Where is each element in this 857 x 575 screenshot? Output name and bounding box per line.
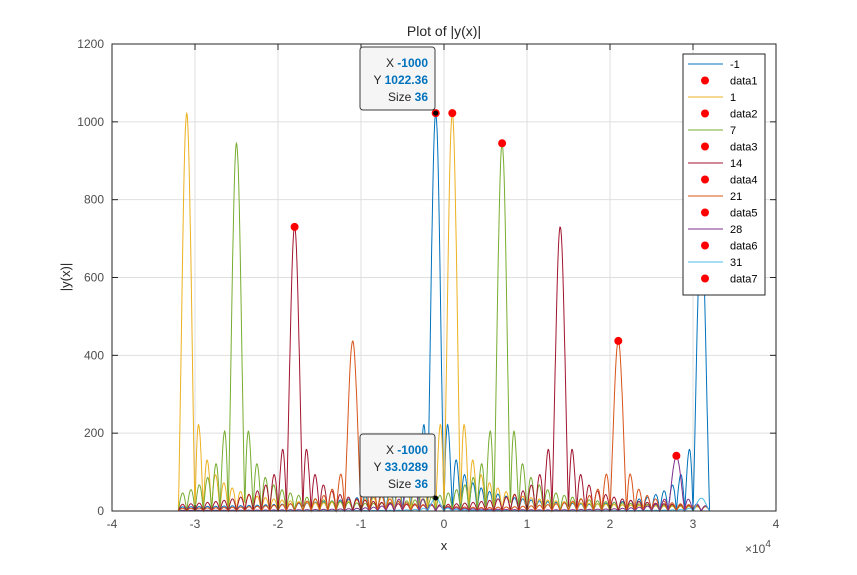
y-tick-label: 600: [84, 271, 104, 285]
datatip-row-value: -1000: [397, 56, 428, 70]
datatip-row: X -1000: [386, 56, 428, 70]
x-exponent-base: ×10: [745, 542, 766, 556]
datatip-row-label: Size: [388, 477, 415, 491]
legend-item[interactable]: 7: [688, 125, 736, 137]
legend-marker-swatch: [701, 175, 709, 184]
datatip-row-label: Y: [373, 73, 384, 87]
x-exponent: ×104: [745, 539, 771, 556]
legend-item[interactable]: data1: [701, 76, 758, 88]
x-axis-label: x: [441, 538, 448, 553]
x-tick-label: 4: [773, 517, 780, 531]
legend-label: 1: [730, 92, 736, 104]
x-tick-label: 1: [524, 517, 531, 531]
datatip-row-value: 33.0289: [385, 460, 429, 474]
x-tick-label: -4: [107, 517, 118, 531]
y-tick-label: 1000: [77, 115, 104, 129]
legend-marker-swatch: [701, 109, 709, 118]
legend-item[interactable]: 1: [688, 92, 736, 104]
datatip-anchor: [433, 110, 439, 116]
legend-label: data7: [730, 274, 758, 286]
y-tick-label: 800: [84, 193, 104, 207]
y-axis-label: |y(x)|: [58, 263, 73, 291]
datatip-row: Size 36: [388, 90, 428, 104]
y-tick-label: 200: [84, 426, 104, 440]
legend-label: -1: [730, 59, 740, 71]
y-tick-label: 400: [84, 348, 104, 362]
datatip-row: X -1000: [386, 443, 428, 457]
datatip-row-value: -1000: [397, 443, 428, 457]
legend[interactable]: -1 data1 1 data2 7 data3 14 data4 21 data5 28 data6…: [682, 53, 766, 296]
datatip-row-value: 1022.36: [385, 73, 429, 87]
marker-data4: [290, 222, 299, 231]
marker-data3: [498, 139, 507, 148]
legend-label: data3: [730, 142, 758, 154]
legend-label: data1: [730, 76, 758, 88]
legend-item[interactable]: -1: [688, 59, 740, 71]
marker-data6: [672, 451, 681, 460]
legend-item[interactable]: data3: [701, 142, 758, 154]
legend-marker-swatch: [701, 142, 709, 151]
marker-data5: [614, 336, 623, 345]
legend-marker-swatch: [701, 76, 709, 85]
datatip-box: [359, 433, 436, 498]
datatip-row-label: X: [386, 56, 397, 70]
legend-label: 31: [730, 257, 742, 269]
legend-box: [682, 53, 766, 296]
legend-label: data6: [730, 241, 758, 253]
datatip-row-label: Size: [388, 90, 415, 104]
x-tick-label: -3: [190, 517, 201, 531]
x-tick-label: -2: [273, 517, 284, 531]
legend-label: data2: [730, 109, 758, 121]
legend-label: data5: [730, 208, 758, 220]
x-tick-label: -1: [356, 517, 367, 531]
legend-marker-swatch: [701, 208, 709, 217]
legend-label: 28: [730, 224, 742, 236]
legend-item[interactable]: data7: [701, 274, 758, 286]
x-exponent-power: 4: [765, 539, 771, 550]
legend-label: data4: [730, 175, 758, 187]
legend-marker-swatch: [701, 274, 709, 283]
datatip-row: Size 36: [388, 477, 428, 491]
legend-item[interactable]: 14: [688, 158, 742, 170]
legend-item[interactable]: data4: [701, 175, 758, 187]
marker-data2: [448, 109, 457, 118]
ticks: -4 -3 -2 -1 0 1 2 3 4 0 200 400 600 800 1000 1200: [77, 37, 779, 531]
legend-label: 21: [730, 191, 742, 203]
datatip-row-value: 36: [415, 477, 429, 491]
y-tick-label: 0: [97, 504, 104, 518]
datatip-anchor: [433, 495, 439, 501]
datatip-row-value: 36: [415, 90, 429, 104]
x-tick-label: 0: [441, 517, 448, 531]
x-tick-label: 3: [690, 517, 697, 531]
datatip-row: Y 1022.36: [373, 73, 428, 87]
legend-label: 7: [730, 125, 736, 137]
datatip-row-label: Y: [373, 460, 384, 474]
legend-item[interactable]: 21: [688, 191, 742, 203]
datatip-row: Y 33.0289: [373, 460, 428, 474]
y-tick-label: 1200: [77, 37, 104, 51]
legend-label: 14: [730, 158, 742, 170]
legend-item[interactable]: data5: [701, 208, 758, 220]
legend-item[interactable]: 31: [688, 257, 742, 269]
legend-item[interactable]: 28: [688, 224, 742, 236]
datatip-row-label: X: [386, 443, 397, 457]
legend-marker-swatch: [701, 241, 709, 250]
legend-item[interactable]: data2: [701, 109, 758, 121]
data-markers: [290, 109, 681, 460]
datatip-box: [359, 46, 436, 111]
legend-item[interactable]: data6: [701, 241, 758, 253]
chart-title: Plot of |y(x)|: [407, 23, 481, 39]
x-tick-label: 2: [607, 517, 614, 531]
